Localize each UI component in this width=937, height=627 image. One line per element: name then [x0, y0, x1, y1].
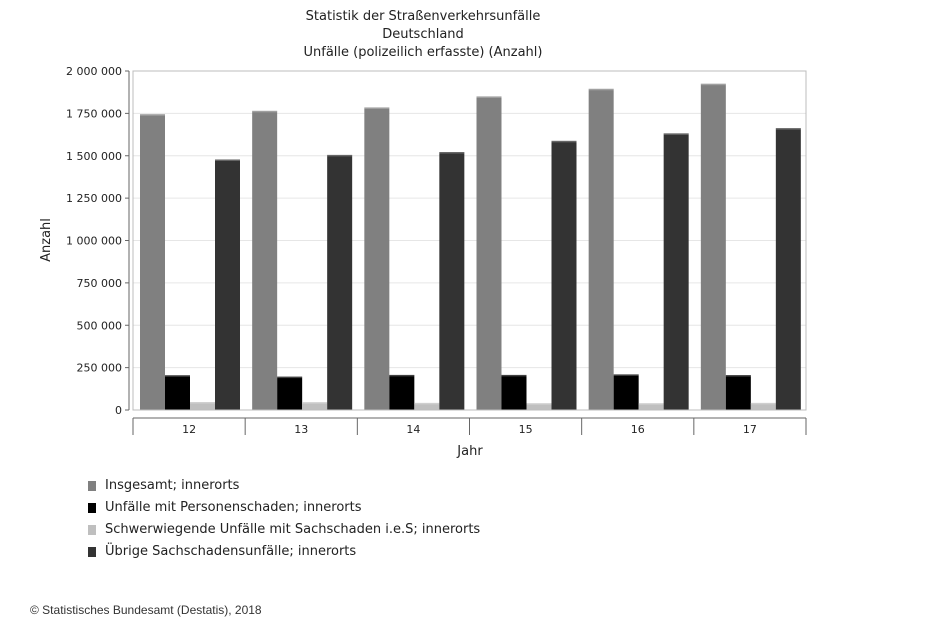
- bar-highlight: [190, 402, 215, 404]
- legend-item: Insgesamt; innerorts: [88, 474, 480, 496]
- chart-title-line: Deutschland: [382, 27, 464, 42]
- bar-highlight: [588, 88, 614, 91]
- bar-highlight: [663, 133, 689, 135]
- x-tick-label: 12: [182, 423, 196, 436]
- y-tick-label: 750 000: [77, 277, 123, 290]
- bar-highlight: [638, 403, 664, 405]
- legend-item: Unfälle mit Personenschaden; innerorts: [88, 496, 480, 518]
- bar-highlight: [140, 114, 165, 116]
- bar: [252, 110, 278, 411]
- x-tick-label: 13: [294, 423, 308, 436]
- y-tick-label: 1 000 000: [66, 235, 122, 248]
- plot-area: [132, 70, 807, 411]
- y-tick-label: 250 000: [77, 362, 123, 375]
- bar: [526, 403, 552, 410]
- bar: [775, 128, 801, 410]
- legend-swatch: [88, 524, 96, 535]
- bar: [190, 402, 215, 410]
- bar: [302, 402, 328, 410]
- y-tick-label: 0: [115, 404, 122, 417]
- y-tick-label: 1 500 000: [66, 150, 122, 163]
- bar: [364, 107, 390, 410]
- y-tick-label: 2 000 000: [66, 65, 122, 78]
- bar: [551, 140, 577, 411]
- x-tick-label: 15: [519, 423, 533, 436]
- bar: [439, 152, 465, 410]
- bar-highlight: [700, 83, 726, 86]
- legend-label: Unfälle mit Personenschaden; innerorts: [105, 499, 362, 515]
- y-tick-label: 1 750 000: [66, 107, 122, 120]
- chart-title-line: Statistik der Straßenverkehrsunfälle: [306, 9, 541, 24]
- bar-highlight: [414, 402, 440, 405]
- legend-label: Schwerwiegende Unfälle mit Sachschaden i…: [105, 521, 481, 537]
- bar-highlight: [439, 152, 465, 154]
- bar: [613, 374, 639, 410]
- legend-item: Schwerwiegende Unfälle mit Sachschaden i…: [88, 518, 480, 540]
- plot-border: [132, 70, 807, 411]
- legend-item: Übrige Sachschadensunfälle; innerorts: [88, 540, 480, 562]
- bar-highlight: [252, 110, 278, 113]
- bar: [277, 376, 303, 410]
- x-tick-label: 14: [406, 423, 420, 436]
- x-tick-label: 16: [631, 423, 645, 436]
- bar-highlight: [327, 154, 353, 157]
- bar-highlight: [389, 374, 415, 377]
- chart-title: Statistik der Straßenverkehrsunfälle Deut…: [304, 9, 543, 60]
- y-tick-label: 500 000: [77, 319, 123, 332]
- bar-highlight: [551, 140, 577, 143]
- bar: [725, 375, 751, 410]
- bar: [215, 159, 240, 410]
- legend-swatch: [88, 480, 96, 491]
- bar: [476, 96, 502, 411]
- bar-highlight: [750, 402, 776, 405]
- bar-highlight: [364, 107, 390, 109]
- legend-swatch: [88, 502, 96, 513]
- copyright-footer: © Statistisches Bundesamt (Destatis), 20…: [30, 603, 262, 617]
- bar: [750, 402, 776, 410]
- x-tick-label: 17: [743, 423, 757, 436]
- bar-highlight: [165, 375, 190, 377]
- bar-highlight: [526, 403, 552, 405]
- bar-highlight: [476, 96, 502, 98]
- x-axis-title: Jahr: [456, 444, 483, 459]
- bar-highlight: [215, 159, 240, 161]
- legend-swatch: [88, 546, 96, 557]
- y-axis-title: Anzahl: [39, 218, 54, 262]
- bar-highlight: [501, 374, 527, 377]
- bar: [389, 374, 415, 410]
- bar-highlight: [725, 375, 751, 377]
- bar: [140, 114, 165, 410]
- bar-highlight: [302, 402, 328, 404]
- bar: [700, 83, 726, 411]
- bar: [638, 403, 664, 410]
- x-axis: 12 13 14 15 16 17: [132, 417, 807, 436]
- bar: [663, 133, 689, 410]
- chart-title-line: Unfälle (polizeilich erfasste) (Anzahl): [304, 45, 543, 60]
- bar-highlight: [277, 376, 303, 379]
- bar-highlight: [775, 128, 801, 130]
- legend: Insgesamt; innerorts Unfälle mit Personen…: [88, 474, 480, 562]
- bar-highlight: [613, 374, 639, 376]
- bar: [165, 375, 190, 410]
- y-tick-label: 1 250 000: [66, 192, 122, 205]
- bar: [588, 88, 614, 411]
- legend-label: Insgesamt; innerorts: [105, 477, 240, 493]
- bar: [501, 374, 527, 410]
- bar: [414, 402, 440, 410]
- y-axis: 0 250 000 500 000 750 000 1 000 000 1 250 000…: [66, 65, 130, 417]
- bar: [327, 154, 353, 410]
- legend-label: Übrige Sachschadensunfälle; innerorts: [105, 543, 357, 559]
